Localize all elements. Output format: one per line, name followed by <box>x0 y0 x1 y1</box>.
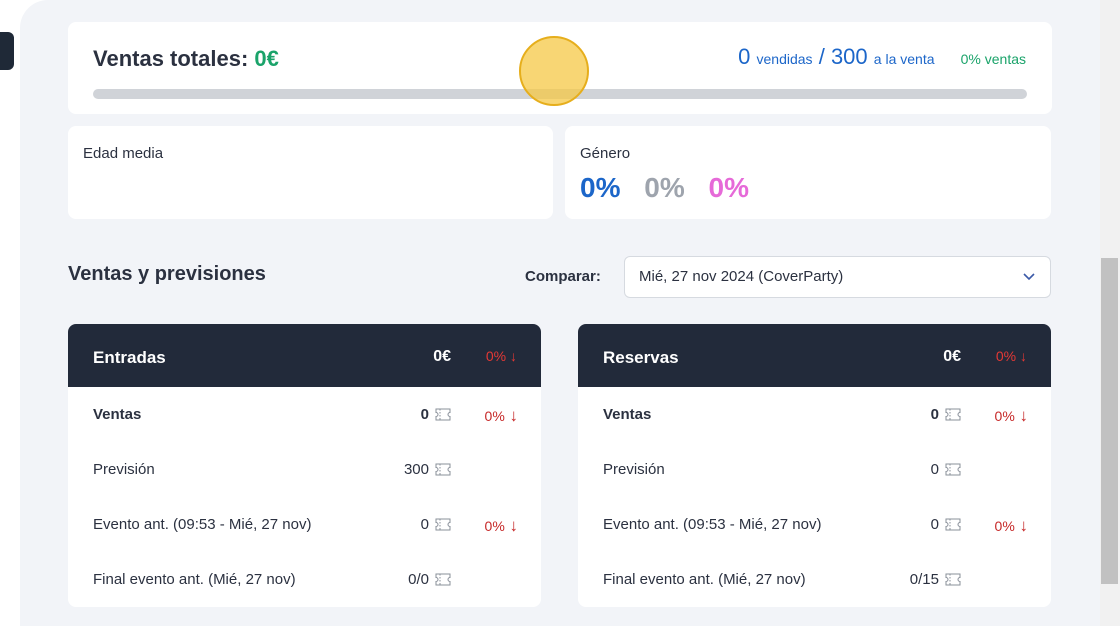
sidebar-edge <box>0 32 14 70</box>
ticket-icon <box>435 463 451 476</box>
row-delta-value: 0% <box>484 518 505 534</box>
table-row: Ventas 0 0% ↓ <box>578 387 1051 442</box>
available-label: a la venta <box>873 51 935 67</box>
ticket-icon <box>435 518 451 531</box>
reservations-table: Reservas 0€ 0% ↓ Ventas 0 0% ↓ Previsión… <box>578 324 1051 607</box>
ticket-icon <box>435 573 451 586</box>
row-value: 0 <box>931 406 961 423</box>
row-label: Previsión <box>603 461 665 478</box>
arrow-down-icon: ↓ <box>506 348 517 364</box>
arrow-down-icon: ↓ <box>504 406 518 425</box>
row-label: Ventas <box>603 406 652 423</box>
arrow-down-icon: ↓ <box>1014 516 1028 535</box>
tickets-table: Entradas 0€ 0% ↓ Ventas 0 0% ↓ Previsión… <box>68 324 541 607</box>
reservations-table-delta: 0% ↓ <box>996 348 1027 364</box>
row-value: 0/15 <box>910 571 961 588</box>
row-delta-value: 0% <box>994 518 1015 534</box>
available-count: 300 <box>830 44 868 69</box>
gender-value-other: 0% <box>644 172 685 203</box>
arrow-down-icon: ↓ <box>1014 406 1028 425</box>
table-row: Evento ant. (09:53 - Mié, 27 nov) 0 0% ↓ <box>68 497 541 552</box>
tickets-table-title: Entradas <box>93 348 166 367</box>
sold-separator: / <box>818 44 825 69</box>
gender-value-female: 0% <box>708 172 749 203</box>
row-label: Evento ant. (09:53 - Mié, 27 nov) <box>93 516 312 533</box>
row-value-text: 0 <box>930 406 939 423</box>
sold-label: vendidas <box>756 51 813 67</box>
row-value-text: 0/0 <box>408 571 429 588</box>
gender-label: Género <box>580 145 631 162</box>
row-label: Final evento ant. (Mié, 27 nov) <box>93 571 296 588</box>
row-delta: 0% ↓ <box>485 516 518 536</box>
arrow-down-icon: ↓ <box>504 516 518 535</box>
ticket-icon <box>945 463 961 476</box>
ticket-icon <box>945 573 961 586</box>
table-row: Final evento ant. (Mié, 27 nov) 0/15 <box>578 552 1051 607</box>
sales-total-label: Ventas totales: <box>93 46 249 71</box>
row-value: 0 <box>931 516 961 533</box>
gender-value-male: 0% <box>580 172 621 203</box>
row-value-text: 0 <box>420 516 429 533</box>
gender-values: 0% 0% 0% <box>580 172 765 204</box>
row-delta-value: 0% <box>994 408 1015 424</box>
row-delta-value: 0% <box>484 408 505 424</box>
row-value: 0 <box>421 406 451 423</box>
gender-card: Género 0% 0% 0% <box>565 126 1051 219</box>
row-label: Evento ant. (09:53 - Mié, 27 nov) <box>603 516 822 533</box>
average-age-label: Edad media <box>83 145 164 162</box>
reservations-table-header: Reservas 0€ 0% ↓ <box>578 324 1051 387</box>
table-row: Previsión 0 <box>578 442 1051 497</box>
row-value: 0/0 <box>408 571 451 588</box>
compare-select[interactable]: Mié, 27 nov 2024 (CoverParty) <box>624 256 1051 298</box>
row-label: Previsión <box>93 461 155 478</box>
row-value-text: 0 <box>420 406 429 423</box>
table-row: Evento ant. (09:53 - Mié, 27 nov) 0 0% ↓ <box>578 497 1051 552</box>
sales-percentage: 0% ventas <box>960 51 1026 67</box>
reservations-table-title: Reservas <box>603 348 679 367</box>
row-value-text: 0/15 <box>909 571 939 588</box>
row-value-text: 0 <box>930 461 939 478</box>
ticket-icon <box>435 408 451 421</box>
row-label: Ventas <box>93 406 142 423</box>
tickets-table-total: 0€ <box>433 348 451 365</box>
forecast-section-title: Ventas y previsiones <box>68 263 266 285</box>
tickets-table-delta-value: 0% <box>485 348 507 364</box>
ticket-icon <box>945 408 961 421</box>
table-row: Final evento ant. (Mié, 27 nov) 0/0 <box>68 552 541 607</box>
left-gutter <box>0 0 20 626</box>
reservations-table-total: 0€ <box>943 348 961 365</box>
chevron-down-icon <box>1023 273 1035 281</box>
scrollbar-thumb[interactable] <box>1101 258 1118 584</box>
tickets-table-header: Entradas 0€ 0% ↓ <box>68 324 541 387</box>
row-delta: 0% ↓ <box>485 406 518 426</box>
row-value-text: 0 <box>930 516 939 533</box>
row-value: 300 <box>404 461 451 478</box>
row-delta: 0% ↓ <box>995 516 1028 536</box>
sold-stats: 0 vendidas / 300 a la venta 0% ventas <box>738 44 1026 70</box>
table-row: Ventas 0 0% ↓ <box>68 387 541 442</box>
reservations-table-delta-value: 0% <box>995 348 1017 364</box>
compare-label: Comparar: <box>525 268 601 285</box>
average-age-card: Edad media <box>68 126 553 219</box>
row-delta: 0% ↓ <box>995 406 1028 426</box>
cursor-indicator <box>519 36 589 106</box>
row-value: 0 <box>931 461 961 478</box>
row-value-text: 300 <box>403 461 429 478</box>
ticket-icon <box>945 518 961 531</box>
sales-total-heading: Ventas totales: 0€ <box>93 46 279 72</box>
row-value: 0 <box>421 516 451 533</box>
row-label: Final evento ant. (Mié, 27 nov) <box>603 571 806 588</box>
tickets-table-delta: 0% ↓ <box>486 348 517 364</box>
sales-total-amount: 0€ <box>254 46 279 71</box>
compare-selected-value: Mié, 27 nov 2024 (CoverParty) <box>639 268 844 285</box>
arrow-down-icon: ↓ <box>1016 348 1027 364</box>
table-row: Previsión 300 <box>68 442 541 497</box>
sold-count: 0 <box>738 44 751 69</box>
